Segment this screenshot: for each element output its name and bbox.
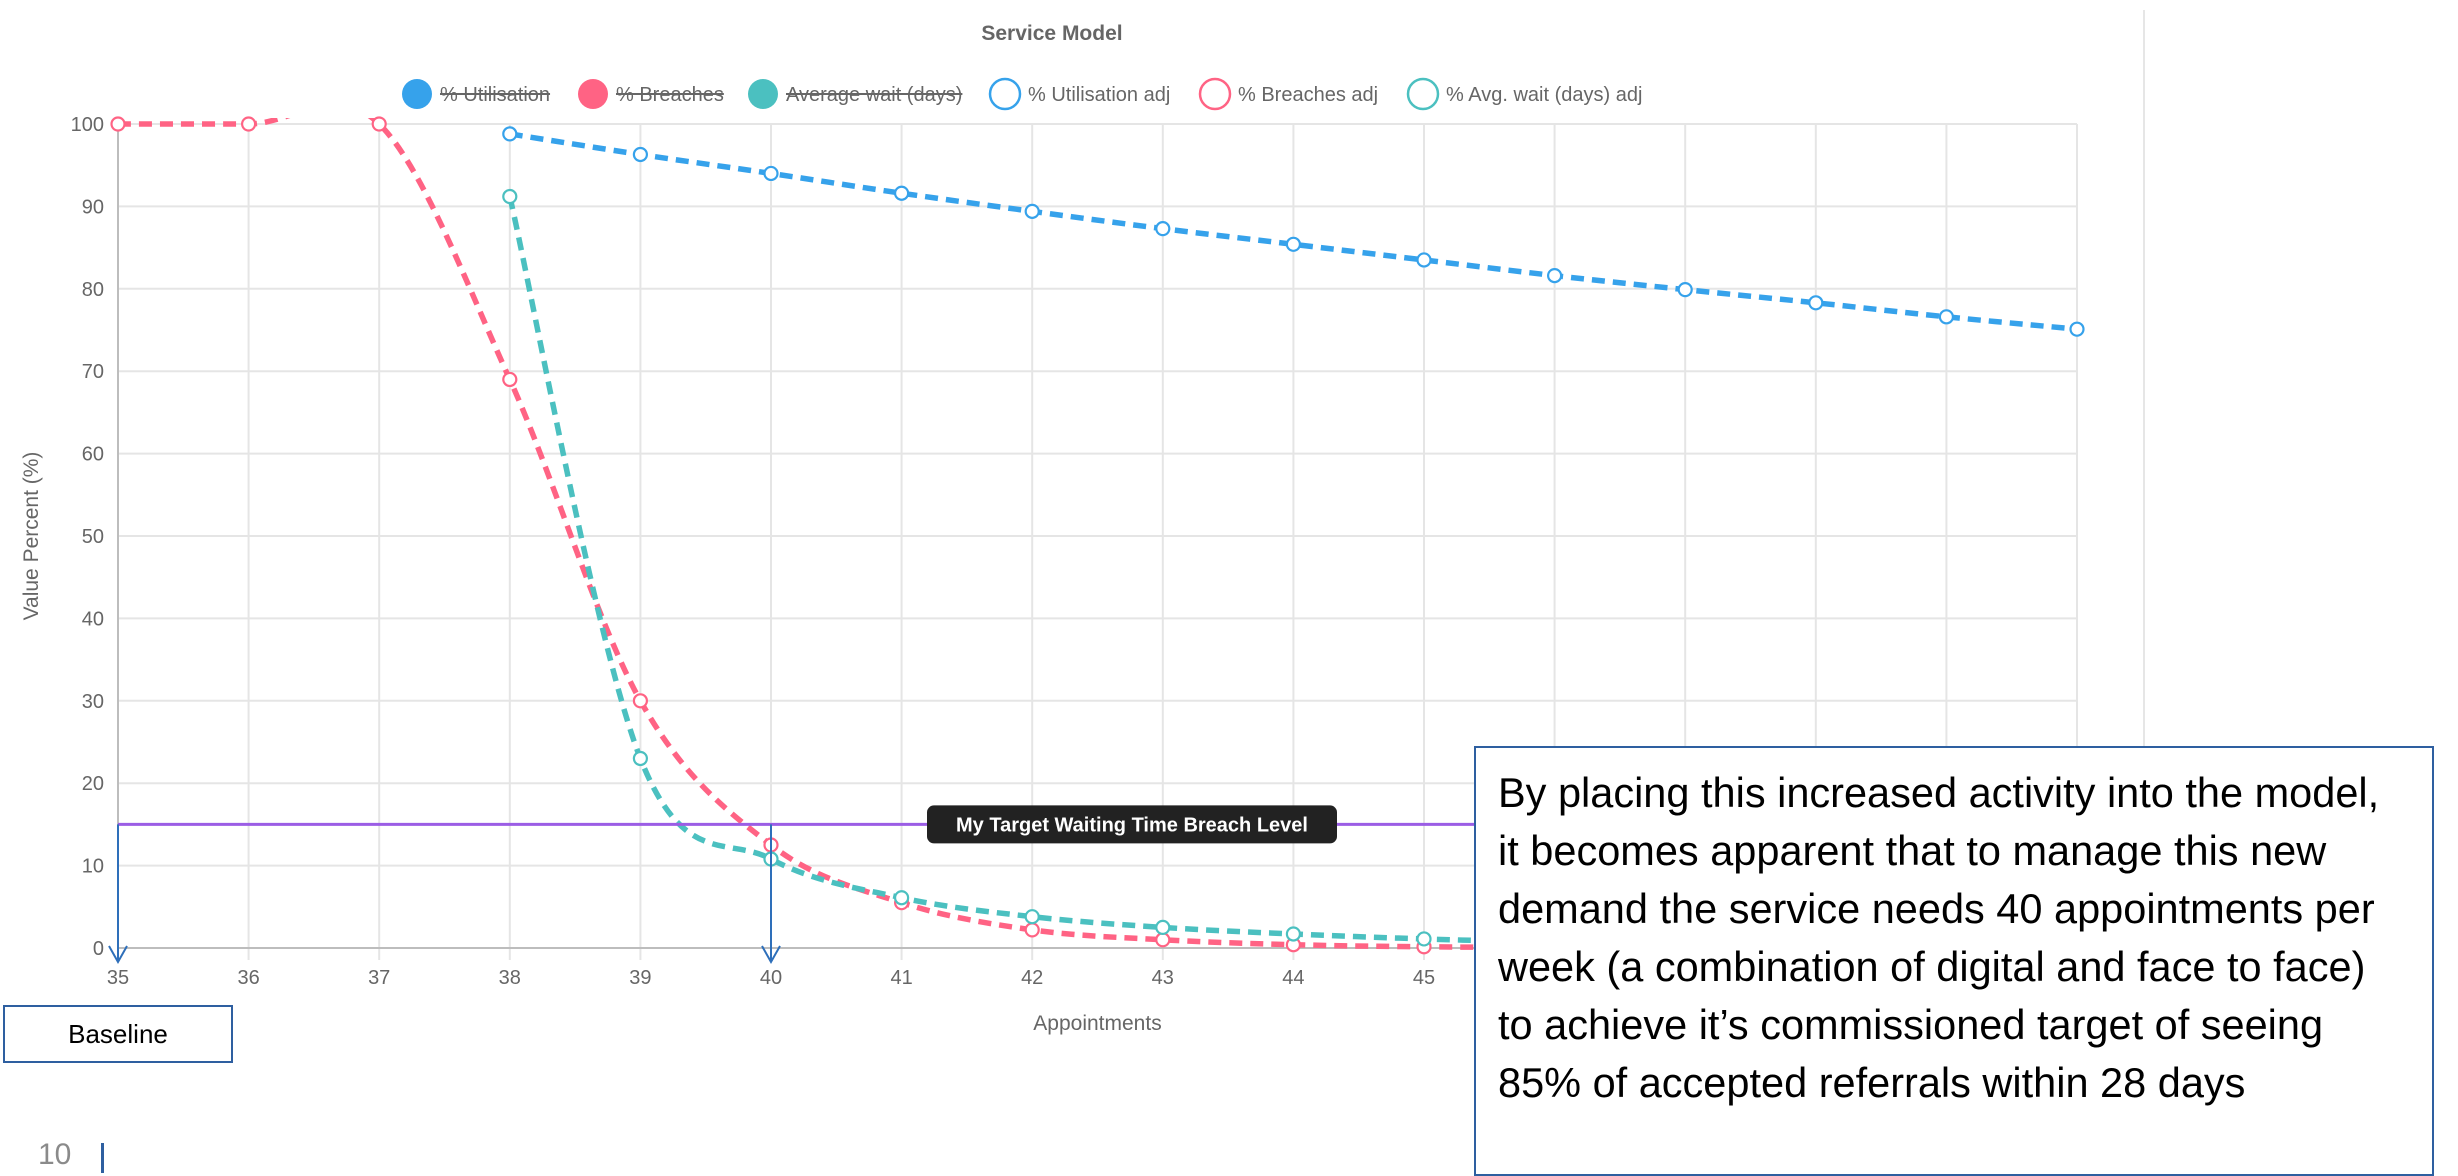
baseline-label-box: Baseline <box>3 1005 233 1063</box>
y-tick-label: 10 <box>82 856 104 878</box>
legend-label: % Utilisation adj <box>1028 84 1170 106</box>
legend-swatch-filled <box>748 79 778 109</box>
data-point <box>895 187 908 200</box>
data-point <box>503 190 516 203</box>
baseline-label: Baseline <box>68 1019 168 1050</box>
y-tick-label: 40 <box>82 608 104 630</box>
chart-title: Service Model <box>981 22 1122 45</box>
data-point <box>1287 238 1300 251</box>
x-axis-title: Appointments <box>1033 1012 1161 1035</box>
data-point <box>1156 222 1169 235</box>
vertical-arrow-marker <box>109 824 127 962</box>
x-tick-label: 37 <box>368 967 390 989</box>
data-point <box>1026 910 1039 923</box>
legend-swatch-outline <box>1408 79 1438 109</box>
data-point <box>634 148 647 161</box>
legend-swatch-outline <box>1200 79 1230 109</box>
target-label: My Target Waiting Time Breach Level <box>927 805 1337 843</box>
explanation-callout: By placing this increased activity into … <box>1474 746 2434 1176</box>
legend-label: % Breaches adj <box>1238 84 1378 106</box>
x-tick-label: 40 <box>760 967 782 989</box>
legend-item: % Avg. wait (days) adj <box>1408 79 1642 109</box>
legend-item: % Breaches adj <box>1200 79 1378 109</box>
data-point <box>1156 933 1169 946</box>
target-label-text: My Target Waiting Time Breach Level <box>956 814 1308 836</box>
x-tick-label: 41 <box>890 967 912 989</box>
y-tick-label: 20 <box>82 773 104 795</box>
y-tick-label: 100 <box>71 114 104 136</box>
data-point <box>634 752 647 765</box>
data-point <box>1026 923 1039 936</box>
legend-item: % Utilisation adj <box>990 79 1170 109</box>
data-point <box>242 118 255 131</box>
legend-swatch-outline <box>990 79 1020 109</box>
data-point <box>1418 932 1431 945</box>
legend-label: % Avg. wait (days) adj <box>1446 84 1642 106</box>
data-point <box>1940 310 1953 323</box>
callout-text: By placing this increased activity into … <box>1498 769 2379 1106</box>
page-number-bar <box>101 1143 104 1173</box>
x-tick-label: 42 <box>1021 967 1043 989</box>
x-tick-label: 44 <box>1282 967 1304 989</box>
x-tick-label: 45 <box>1413 967 1435 989</box>
legend-item: Average wait (days) <box>748 79 962 109</box>
data-point <box>112 118 125 131</box>
x-tick-label: 36 <box>237 967 259 989</box>
data-point <box>503 127 516 140</box>
series-points <box>503 127 1430 266</box>
y-tick-label: 50 <box>82 526 104 548</box>
data-point <box>503 373 516 386</box>
data-point <box>1548 269 1561 282</box>
data-point <box>1287 927 1300 940</box>
legend-item: % Utilisation <box>402 79 550 109</box>
y-tick-label: 0 <box>93 938 104 960</box>
page-number: 10 <box>38 1138 71 1172</box>
legend-item: % Breaches <box>578 79 724 109</box>
data-point <box>2071 323 2084 336</box>
y-tick-label: 60 <box>82 444 104 466</box>
data-point <box>1156 921 1169 934</box>
x-tick-label: 35 <box>107 967 129 989</box>
data-point <box>895 891 908 904</box>
y-tick-label: 90 <box>82 196 104 218</box>
y-axis-title: Value Percent (%) <box>20 452 43 621</box>
x-tick-label: 39 <box>629 967 651 989</box>
y-tick-label: 30 <box>82 691 104 713</box>
legend-swatch-filled <box>402 79 432 109</box>
x-tick-label: 43 <box>1152 967 1174 989</box>
legend-swatch-filled <box>578 79 608 109</box>
y-tick-label: 80 <box>82 279 104 301</box>
data-point <box>373 118 386 131</box>
data-point <box>765 167 778 180</box>
data-point <box>1809 296 1822 309</box>
data-point <box>1679 283 1692 296</box>
data-point <box>1026 205 1039 218</box>
y-tick-label: 70 <box>82 361 104 383</box>
x-tick-label: 38 <box>499 967 521 989</box>
data-point <box>634 694 647 707</box>
data-point <box>1418 253 1431 266</box>
